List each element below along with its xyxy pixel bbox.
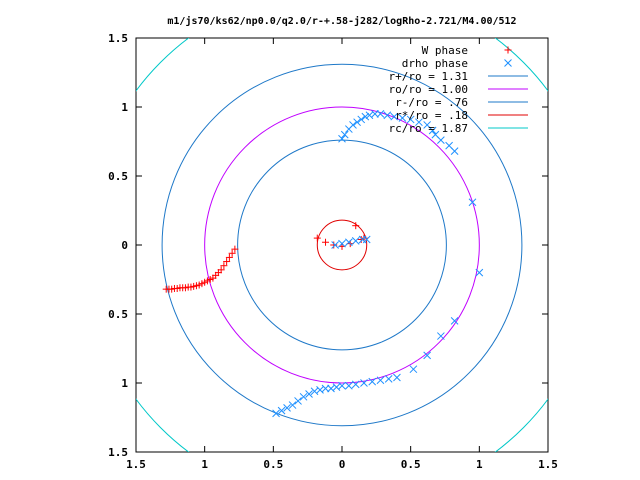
drho-phase-point <box>437 332 445 340</box>
drho-phase-point <box>321 384 330 393</box>
legend-label: r*/ro = .18 <box>395 109 468 122</box>
drho-phase-point <box>393 373 401 382</box>
drho-phase-point <box>349 121 357 129</box>
w-phase-point <box>225 253 233 261</box>
y-tick-label: 0.5 <box>108 170 128 183</box>
w-phase-point <box>220 262 228 270</box>
x-tick-label: 1 <box>476 458 483 471</box>
legend-label: r+/ro = 1.31 <box>389 70 468 83</box>
w-phase-point <box>330 241 338 249</box>
w-phase-point <box>223 258 231 266</box>
drho-phase-point <box>340 130 349 139</box>
circle-ro-ro-1-00 <box>204 106 480 384</box>
drho-phase-point <box>468 198 477 207</box>
y-tick-label: 0 <box>121 239 128 252</box>
x-tick-label: 0.5 <box>263 458 283 471</box>
drho-phase-point <box>368 377 377 386</box>
drho-phase-point <box>316 386 324 394</box>
drho-phase-point <box>475 268 484 277</box>
drho-phase-point <box>423 351 432 360</box>
drho-phase-point <box>331 241 339 249</box>
y-tick-label: 1.5 <box>108 32 128 45</box>
drho-phase-point <box>398 114 407 122</box>
x-tick-label: 1.5 <box>126 458 146 471</box>
drho-phase-point <box>283 403 291 412</box>
drho-phase-point <box>332 383 341 391</box>
drho-phase-point <box>450 147 459 156</box>
axis-ticks: 1.5 1 0.5 0 0.5 1 1.51.510.500.511.5 <box>108 32 558 471</box>
legend-label: W phase <box>422 44 468 57</box>
drho-phase-point <box>415 118 423 127</box>
drho-phase-point <box>272 409 280 418</box>
w-phase-point <box>231 245 239 253</box>
w-phase-point <box>352 222 360 230</box>
drho-phase-point <box>338 239 346 248</box>
drho-phase-point <box>345 238 353 247</box>
legend-label: drho phase <box>402 57 468 70</box>
drho-phase-point <box>390 112 399 121</box>
drho-phase-point <box>409 365 418 374</box>
x-tick-label: 1 <box>201 458 208 471</box>
drho-phase-point <box>294 397 302 405</box>
legend-marker <box>504 46 512 54</box>
x-tick-label: 1.5 <box>538 458 558 471</box>
drho-phase-point <box>406 115 415 124</box>
w-phase-point <box>322 238 330 246</box>
legend-label: r-/ro = .76 <box>395 96 468 109</box>
y-tick-label: 1 <box>121 101 128 114</box>
legend-label: ro/ro = 1.00 <box>389 83 468 96</box>
drho-phase-point <box>357 115 366 124</box>
drho-phase-point <box>371 110 379 118</box>
legend-marker <box>504 59 512 67</box>
circle-curves <box>136 38 548 452</box>
drho-phase-point <box>345 381 353 390</box>
x-tick-label: 0.5 <box>401 458 421 471</box>
drho-phase-point <box>384 375 393 383</box>
drho-phase-point <box>362 235 371 244</box>
drho-phase-point <box>383 111 392 120</box>
circle-r-ro-76 <box>237 139 447 351</box>
drho-phase-point <box>338 134 346 143</box>
drho-phase-point <box>299 392 308 401</box>
drho-phase-point <box>305 390 313 398</box>
drho-phase-point <box>353 118 361 127</box>
drho-phase-point <box>360 379 368 387</box>
drho-phase-point <box>288 401 297 409</box>
drho-phase-point <box>437 136 445 144</box>
legend-label: rc/ro = 1.87 <box>389 122 468 135</box>
drho-phase-point <box>338 381 346 390</box>
circle-r-ro-18 <box>316 219 368 271</box>
drho-phase-point <box>351 237 360 245</box>
drho-phase-point <box>351 380 360 389</box>
y-tick-label: 1 <box>121 377 128 390</box>
circle-r-ro-1-31 <box>161 63 523 427</box>
w-phase-point <box>162 285 170 293</box>
x-tick-label: 0 <box>339 458 346 471</box>
w-phase-point <box>228 249 236 257</box>
y-tick-label: 0.5 <box>108 308 128 321</box>
data-points <box>162 110 484 418</box>
drho-phase-point <box>376 376 385 385</box>
chart-title: m1/js70/ks62/np0.0/q2.0/r-+.58-j282/logR… <box>167 15 516 27</box>
drho-phase-point <box>428 126 437 135</box>
drho-phase-point <box>361 112 370 121</box>
drho-phase-point <box>277 406 286 415</box>
drho-phase-point <box>376 110 385 118</box>
w-phase-point <box>313 234 321 242</box>
drho-phase-point <box>450 317 459 325</box>
y-tick-label: 1.5 <box>108 446 128 459</box>
drho-phase-point <box>327 384 335 393</box>
